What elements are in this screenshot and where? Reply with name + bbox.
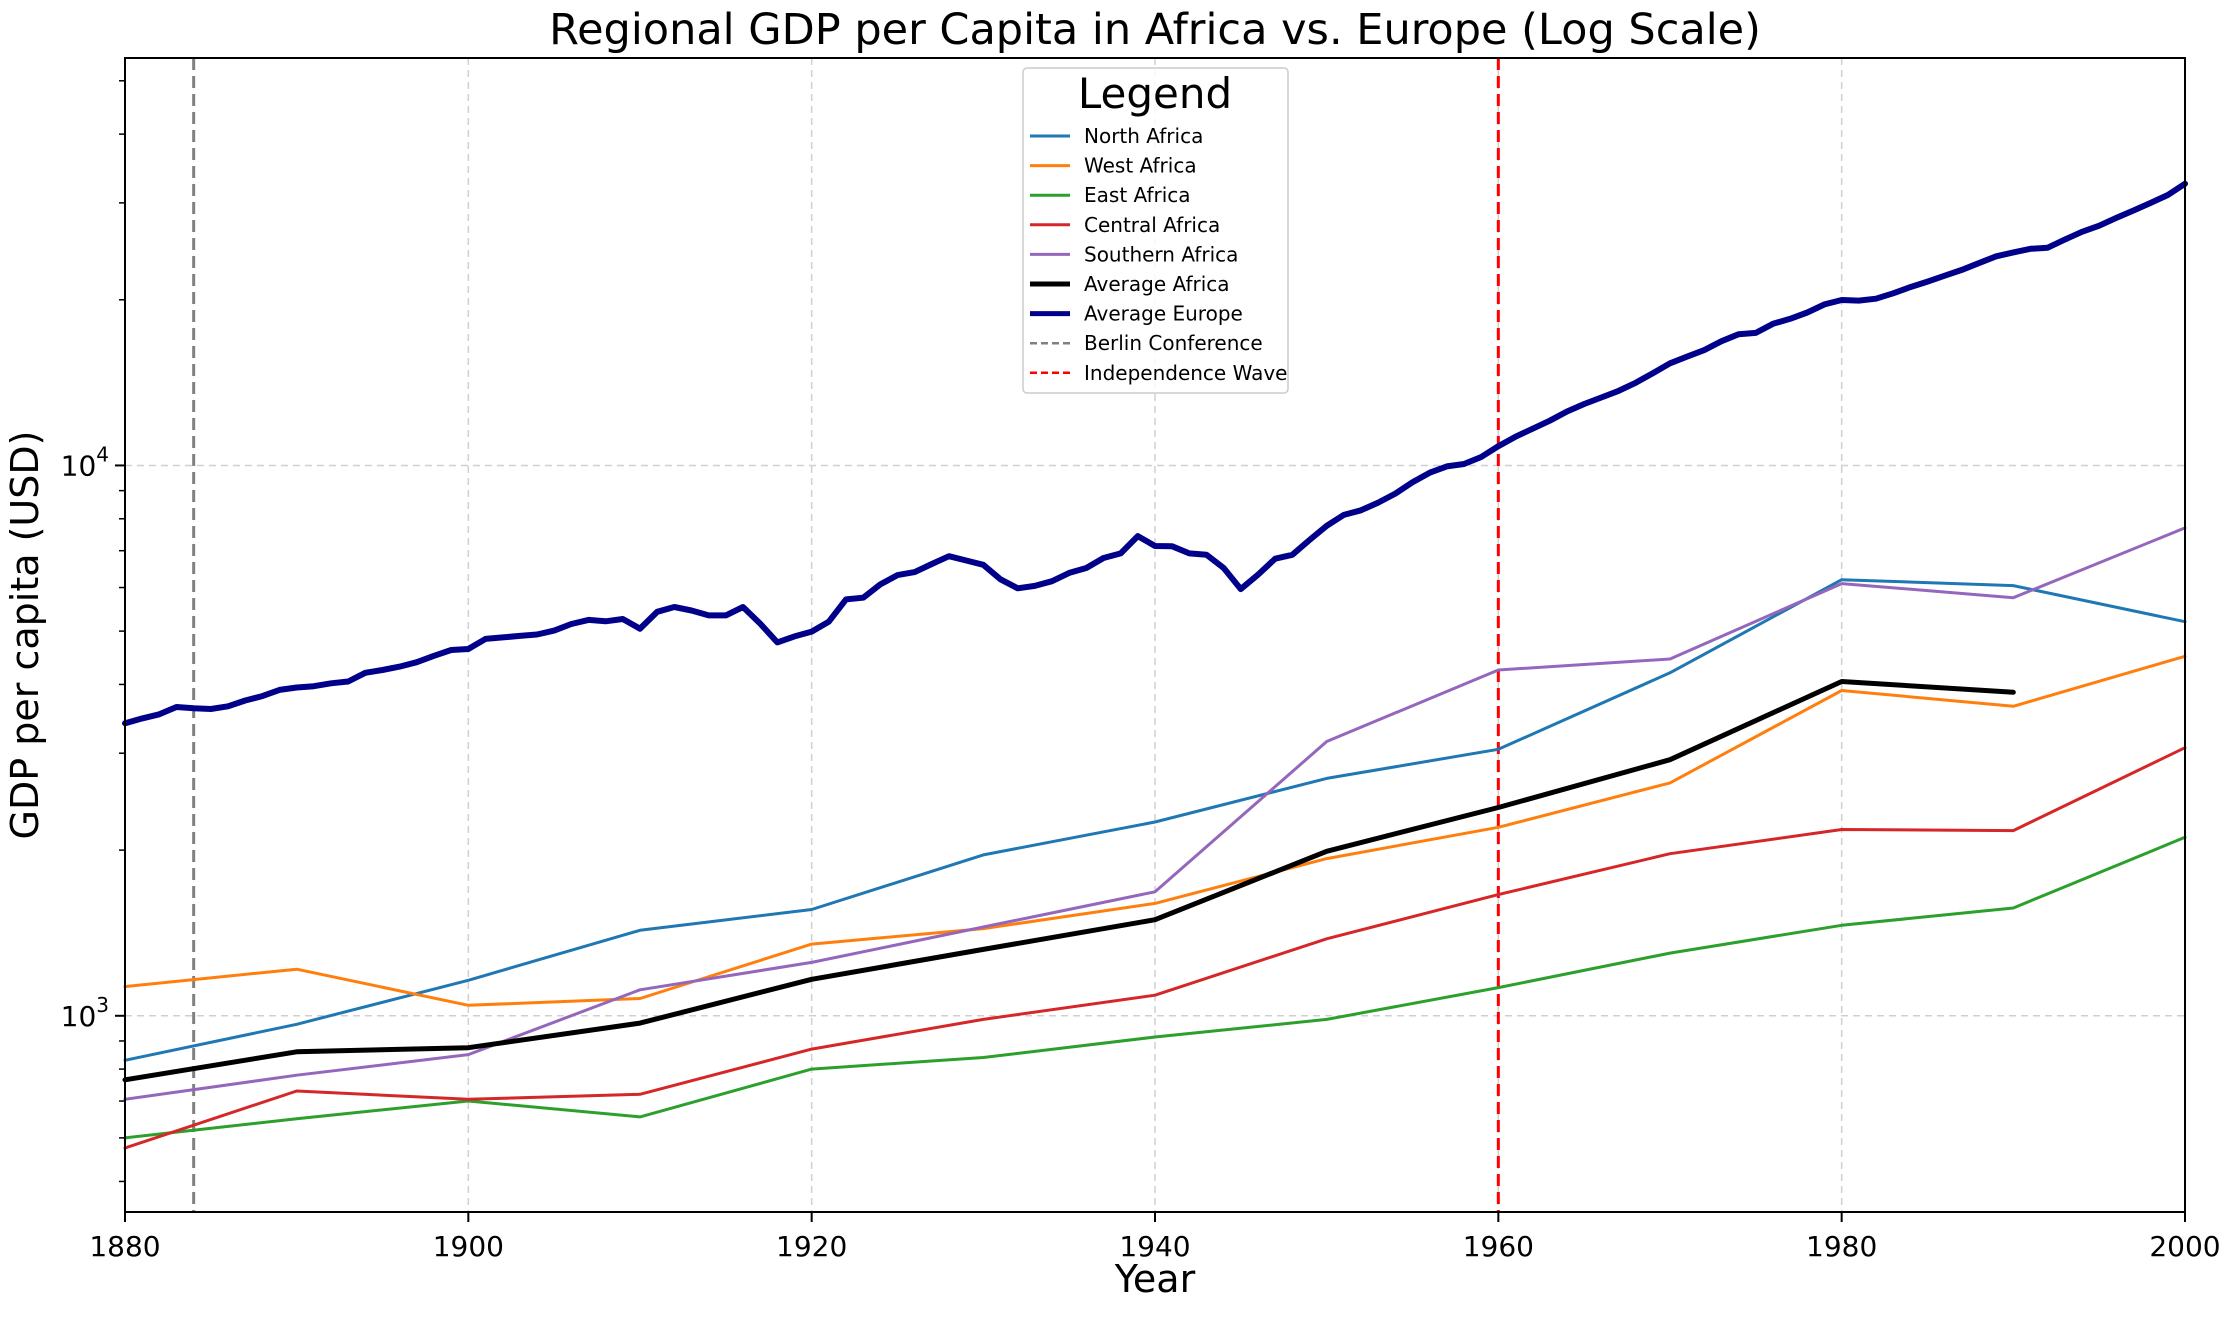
legend-label: Central Africa [1084, 213, 1220, 237]
x-tick-label: 1900 [433, 1230, 504, 1263]
series-line-north-africa [123, 578, 2187, 1062]
series-line-west-africa [123, 654, 2187, 1007]
x-tick-label: 1980 [1806, 1230, 1877, 1263]
legend-label: Average Europe [1084, 302, 1243, 326]
legend-label: East Africa [1084, 183, 1191, 207]
series-line-east-africa [123, 835, 2187, 1140]
legend-label: Average Africa [1084, 272, 1230, 296]
legend-label: Southern Africa [1084, 242, 1238, 266]
y-tick-label: 104 [61, 442, 109, 482]
x-tick-label: 1920 [776, 1230, 847, 1263]
y-tick-label: 103 [61, 993, 109, 1033]
x-tick-label: 1880 [89, 1230, 160, 1263]
axis-ticks: 1880 1900 1920 1940 1960 1980 2000 103 104 [61, 80, 2221, 1263]
legend-label: West Africa [1084, 154, 1197, 178]
series-lines [122, 180, 2188, 1150]
legend-label: North Africa [1084, 124, 1203, 148]
legend-title: Legend [1078, 69, 1232, 118]
legend-box [1022, 67, 1289, 394]
x-tick-label: 1960 [1463, 1230, 1534, 1263]
series-line-average-africa [122, 679, 2016, 1083]
x-tick-label: 1940 [1119, 1230, 1190, 1263]
series-line-southern-africa [123, 526, 2187, 1101]
chart-title: Regional GDP per Capita in Africa vs. Eu… [549, 5, 1761, 55]
series-line-average-europe [122, 180, 2188, 727]
x-axis-label: Year [1114, 1257, 1196, 1301]
x-tick-label: 2000 [2149, 1230, 2220, 1263]
legend: Legend North Africa West Africa East Afric… [1022, 67, 1289, 394]
legend-label: Independence Wave [1084, 361, 1287, 385]
legend-label: Berlin Conference [1084, 331, 1263, 355]
y-axis-label: GDP per capita (USD) [3, 431, 47, 840]
series-line-central-africa [123, 746, 2187, 1150]
event-lines [192, 58, 1500, 1212]
